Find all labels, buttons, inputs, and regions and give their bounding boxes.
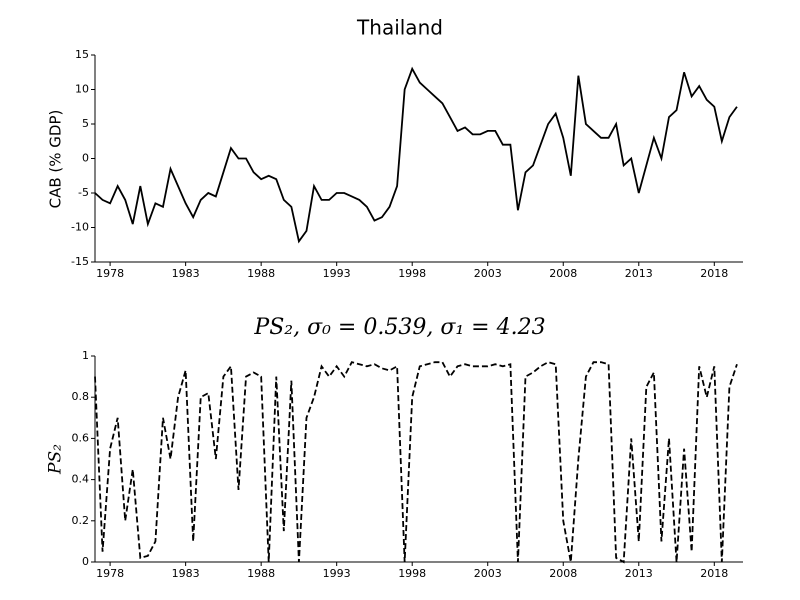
x-tick-label: 1978 (96, 567, 124, 580)
x-tick-label: 2003 (474, 267, 502, 280)
y-tick-label: 15 (75, 48, 89, 61)
x-tick-label: 1993 (323, 267, 351, 280)
x-tick-label: 1998 (398, 267, 426, 280)
chart-title: Thailand (356, 16, 443, 40)
y-tick-label: 0 (82, 555, 89, 568)
chart-title: PS₂, σ₀ = 0.539, σ₁ = 4.23 (253, 315, 545, 340)
x-tick-label: 1983 (172, 267, 200, 280)
x-tick-label: 1978 (96, 267, 124, 280)
x-tick-label: 2008 (549, 567, 577, 580)
y-axis-label: PS₂ (46, 444, 66, 475)
x-tick-label: 2013 (625, 567, 653, 580)
y-tick-label: 0.8 (72, 390, 90, 403)
x-tick-label: 1988 (247, 567, 275, 580)
x-tick-label: 2003 (474, 567, 502, 580)
y-tick-label: -10 (71, 221, 89, 234)
x-tick-label: 1983 (172, 567, 200, 580)
x-tick-label: 2008 (549, 267, 577, 280)
line (94, 66, 738, 244)
x-tick-label: 2018 (700, 267, 728, 280)
x-tick-label: 1993 (323, 567, 351, 580)
y-tick-label: -5 (78, 186, 89, 199)
y-tick-label: 1 (82, 349, 89, 362)
x-tick-label: 1998 (398, 567, 426, 580)
line (94, 361, 738, 564)
x-tick-label: 2018 (700, 567, 728, 580)
y-tick-label: 0.6 (72, 431, 90, 444)
x-tick-label: 2013 (625, 267, 653, 280)
y-tick-label: 10 (75, 83, 89, 96)
y-tick-label: 5 (82, 117, 89, 130)
y-tick-label: 0.4 (72, 473, 90, 486)
y-axis-label: CAB (% GDP) (47, 110, 65, 209)
y-tick-label: 0.2 (72, 514, 90, 527)
y-tick-label: -15 (71, 255, 89, 268)
y-tick-label: 0 (82, 152, 89, 165)
x-tick-label: 1988 (247, 267, 275, 280)
